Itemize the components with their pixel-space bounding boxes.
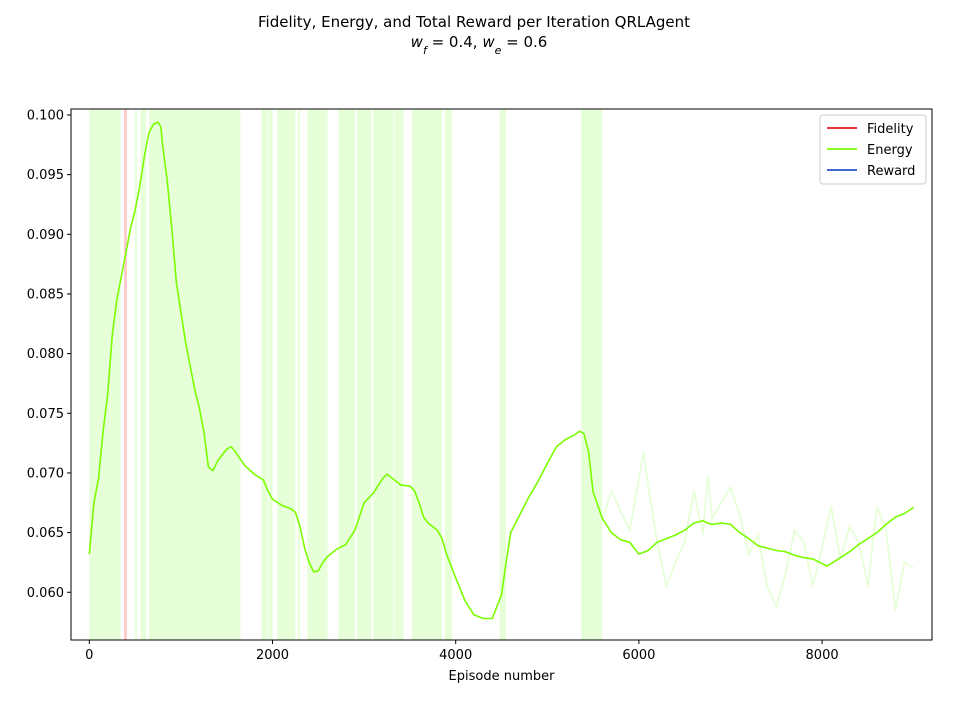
chart-title: Fidelity, Energy, and Total Reward per I… [258, 13, 690, 31]
x-axis-label: Episode number [449, 669, 556, 684]
y-tick-label: 0.060 [27, 586, 64, 601]
x-tick-label: 6000 [622, 648, 655, 663]
legend-label-fidelity: Fidelity [867, 122, 914, 137]
energy-raw-band [261, 109, 268, 640]
y-tick-label: 0.090 [27, 228, 64, 243]
x-tick-label: 0 [85, 648, 93, 663]
energy-raw-band [148, 109, 241, 640]
x-tick-label: 8000 [806, 648, 839, 663]
energy-raw-band [444, 109, 453, 640]
energy-raw-trace [601, 451, 915, 611]
subtitle-end: = 0.6 [501, 33, 547, 51]
energy-raw-band [394, 109, 404, 640]
energy-raw-band [356, 109, 372, 640]
axes-frame [70, 108, 933, 641]
y-tick-label: 0.085 [27, 287, 64, 302]
energy-raw-band [338, 109, 355, 640]
energy-raw-band [89, 109, 121, 640]
legend-label-energy: Energy [867, 143, 913, 158]
energy-raw-band [140, 109, 147, 640]
energy-raw-band [277, 109, 296, 640]
legend: Fidelity Energy Reward [819, 114, 927, 185]
y-tick-label: 0.065 [27, 526, 64, 541]
plot-area [88, 109, 915, 640]
energy-smoothed-line [88, 121, 915, 620]
energy-raw-band [373, 109, 394, 640]
chart-subtitle: wf = 0.4, we = 0.6 [411, 33, 548, 57]
subtitle-w2: w [482, 33, 495, 51]
energy-raw-band [268, 109, 273, 640]
legend-box [819, 114, 927, 185]
y-tick-label: 0.075 [27, 407, 64, 422]
legend-label-reward: Reward [867, 164, 915, 179]
energy-raw-band [298, 109, 300, 640]
y-tick-label: 0.095 [27, 168, 64, 183]
energy-raw-band [499, 109, 507, 640]
subtitle-mid: = 0.4, [427, 33, 483, 51]
y-tick-label: 0.100 [27, 108, 64, 123]
x-axis: 0 2000 4000 6000 8000 [85, 640, 839, 663]
y-axis: 0.060 0.065 0.070 0.075 0.080 0.085 0.090 0.095… [27, 108, 71, 601]
y-tick-label: 0.080 [27, 347, 64, 362]
subtitle-sub-e: e [495, 44, 502, 57]
energy-raw-band [135, 109, 137, 640]
energy-raw-band [581, 109, 603, 640]
subtitle-w1: w [411, 33, 424, 51]
y-tick-label: 0.070 [27, 466, 64, 481]
subtitle-sub-f: f [423, 44, 429, 57]
energy-raw-band [307, 109, 328, 640]
smoothed-lines-layer [88, 121, 915, 620]
fidelity-raw-band [124, 109, 127, 640]
energy-raw-band [411, 109, 442, 640]
x-tick-label: 4000 [439, 648, 472, 663]
x-tick-label: 2000 [256, 648, 289, 663]
